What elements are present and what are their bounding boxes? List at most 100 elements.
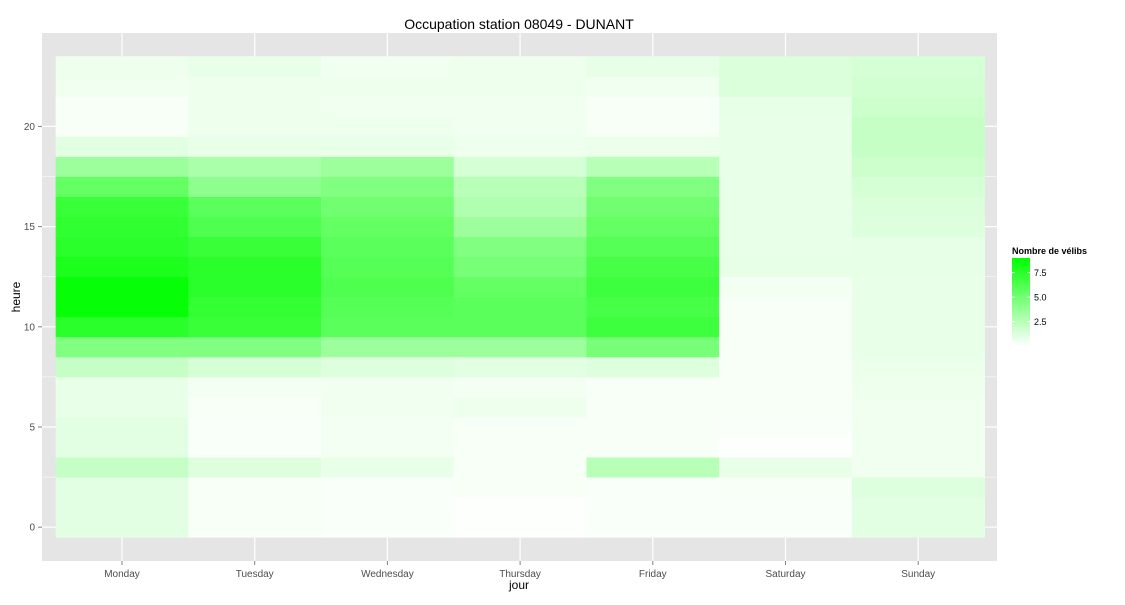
heat-cell bbox=[321, 116, 455, 137]
heat-cell bbox=[453, 96, 587, 117]
heat-cell bbox=[851, 276, 985, 298]
heat-cell bbox=[851, 517, 985, 538]
heat-cell bbox=[586, 356, 720, 378]
heat-cell bbox=[453, 276, 587, 298]
heat-cell bbox=[188, 196, 322, 217]
heat-cell bbox=[321, 296, 455, 318]
heat-cell bbox=[851, 176, 985, 197]
heat-cell bbox=[453, 236, 587, 258]
heat-cell bbox=[719, 196, 853, 217]
heat-cell bbox=[321, 437, 455, 458]
heat-cell bbox=[188, 316, 322, 338]
heat-cell bbox=[321, 316, 455, 338]
heat-cell bbox=[188, 76, 322, 97]
heat-cell bbox=[55, 296, 189, 318]
heat-cell bbox=[55, 376, 189, 398]
heat-cell bbox=[851, 216, 985, 238]
heat-cell bbox=[188, 497, 322, 518]
heat-cell bbox=[719, 76, 853, 97]
heat-cell bbox=[321, 176, 455, 197]
heat-cell bbox=[719, 56, 853, 77]
legend-tick-label: 2.5 bbox=[1034, 317, 1047, 327]
heat-cell bbox=[719, 136, 853, 157]
heat-cell bbox=[321, 236, 455, 258]
heat-cell bbox=[321, 196, 455, 217]
heat-cell bbox=[719, 356, 853, 378]
heat-cell bbox=[453, 336, 587, 358]
heat-cell bbox=[453, 437, 587, 458]
heat-cell bbox=[55, 76, 189, 97]
heat-cell bbox=[719, 316, 853, 338]
x-axis-label: jour bbox=[508, 578, 529, 592]
heat-cell bbox=[851, 156, 985, 177]
heat-cell bbox=[453, 116, 587, 137]
heat-cell bbox=[719, 216, 853, 238]
heat-cell bbox=[719, 477, 853, 498]
heat-cell bbox=[321, 497, 455, 518]
heat-cell bbox=[453, 316, 587, 338]
y-tick-label: 10 bbox=[24, 322, 36, 333]
heat-cell bbox=[586, 416, 720, 438]
heat-cell bbox=[453, 156, 587, 177]
x-tick-label: Monday bbox=[104, 569, 140, 580]
legend-color-bar bbox=[1012, 258, 1030, 346]
heat-cell bbox=[851, 196, 985, 217]
heat-cell bbox=[719, 457, 853, 478]
heat-cell bbox=[719, 116, 853, 137]
heat-cell bbox=[586, 216, 720, 238]
heat-cell bbox=[188, 457, 322, 478]
heat-cell bbox=[188, 236, 322, 258]
heat-cell bbox=[453, 76, 587, 97]
y-tick-label: 15 bbox=[24, 222, 36, 233]
heat-cell bbox=[453, 56, 587, 77]
heat-cell bbox=[321, 477, 455, 498]
heat-cell bbox=[586, 96, 720, 117]
heat-cell bbox=[188, 396, 322, 418]
x-tick-label: Sunday bbox=[901, 569, 935, 580]
heat-cell bbox=[586, 116, 720, 137]
heat-cell bbox=[188, 256, 322, 278]
heat-cell bbox=[851, 296, 985, 318]
heat-cell bbox=[55, 396, 189, 418]
y-tick-label: 20 bbox=[24, 122, 36, 133]
heat-cell bbox=[55, 96, 189, 117]
heat-cell bbox=[851, 497, 985, 518]
heat-cell bbox=[586, 236, 720, 258]
heat-cell bbox=[719, 437, 853, 458]
heat-cell bbox=[55, 156, 189, 177]
x-tick-label: Tuesday bbox=[236, 569, 274, 580]
heat-cell bbox=[188, 136, 322, 157]
axes: Monday Tuesday Wednesday Thursday Friday Satu… bbox=[24, 122, 935, 580]
heat-cell bbox=[55, 196, 189, 217]
heat-cell bbox=[453, 176, 587, 197]
x-tick-label: Saturday bbox=[765, 569, 805, 580]
heat-cell bbox=[851, 76, 985, 97]
heat-cell bbox=[719, 376, 853, 398]
heat-cell bbox=[321, 376, 455, 398]
heat-cell bbox=[321, 276, 455, 298]
heat-cell bbox=[719, 156, 853, 177]
heat-cell bbox=[586, 136, 720, 157]
heat-cell bbox=[586, 437, 720, 458]
heat-cell bbox=[188, 356, 322, 378]
heat-cell bbox=[586, 156, 720, 177]
heat-cell bbox=[851, 256, 985, 278]
y-tick-label: 0 bbox=[29, 523, 35, 534]
heat-cell bbox=[851, 477, 985, 498]
heat-cell bbox=[321, 256, 455, 278]
heat-cell bbox=[851, 376, 985, 398]
heat-cell bbox=[719, 296, 853, 318]
heat-cell bbox=[188, 216, 322, 238]
heat-cell bbox=[586, 256, 720, 278]
heat-cell bbox=[321, 517, 455, 538]
heat-cell bbox=[453, 356, 587, 378]
heat-cell bbox=[188, 517, 322, 538]
legend-tick-label: 5.0 bbox=[1034, 293, 1047, 303]
heat-cell bbox=[55, 416, 189, 438]
heat-cell bbox=[188, 276, 322, 298]
heat-cell bbox=[851, 336, 985, 358]
heat-cell bbox=[188, 176, 322, 197]
heat-cell bbox=[188, 156, 322, 177]
heat-cell bbox=[586, 396, 720, 418]
